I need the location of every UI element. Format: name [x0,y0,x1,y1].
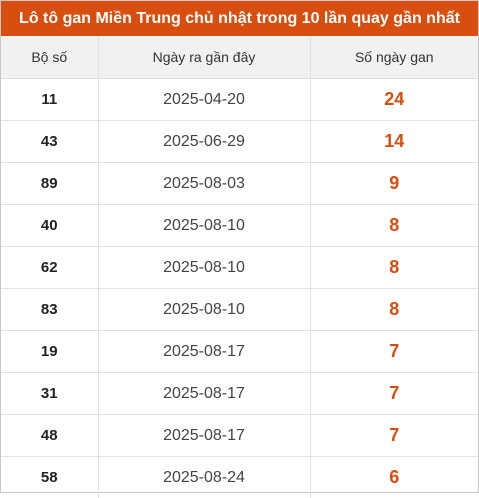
header-days: Số ngày gan [310,36,478,79]
table-row: 40 2025-08-10 8 [1,205,478,247]
cell-number: 19 [1,331,98,373]
cell-last-date: 2025-08-17 [98,331,310,373]
table-row: 83 2025-08-10 8 [1,289,478,331]
cell-days: 24 [310,79,478,121]
cell-number: 89 [1,163,98,205]
cell-last-date: 2025-08-17 [98,415,310,457]
cell-days: 6 [310,457,478,498]
table-row: 31 2025-08-17 7 [1,373,478,415]
cell-last-date: 2025-08-17 [98,373,310,415]
cell-number: 83 [1,289,98,331]
cell-number: 58 [1,457,98,498]
table-title: Lô tô gan Miền Trung chủ nhật trong 10 l… [1,1,478,36]
table-row: 43 2025-06-29 14 [1,121,478,163]
table-row: 89 2025-08-03 9 [1,163,478,205]
table-header-row: Bộ số Ngày ra gần đây Số ngày gan [1,36,478,79]
table-row: 62 2025-08-10 8 [1,247,478,289]
cell-last-date: 2025-08-10 [98,247,310,289]
table-row: 48 2025-08-17 7 [1,415,478,457]
cell-number: 43 [1,121,98,163]
cell-last-date: 2025-04-20 [98,79,310,121]
table-row: 11 2025-04-20 24 [1,79,478,121]
cell-last-date: 2025-08-10 [98,289,310,331]
cell-days: 9 [310,163,478,205]
cell-days: 8 [310,205,478,247]
cell-number: 48 [1,415,98,457]
table-body: 11 2025-04-20 24 43 2025-06-29 14 89 202… [1,79,478,498]
cell-last-date: 2025-08-03 [98,163,310,205]
table-row: 58 2025-08-24 6 [1,457,478,498]
cell-days: 8 [310,289,478,331]
cell-number: 40 [1,205,98,247]
cell-days: 7 [310,331,478,373]
table-row: 19 2025-08-17 7 [1,331,478,373]
cell-last-date: 2025-08-24 [98,457,310,498]
table-header: Bộ số Ngày ra gần đây Số ngày gan [1,36,478,79]
cell-days: 14 [310,121,478,163]
cell-days: 8 [310,247,478,289]
cell-number: 62 [1,247,98,289]
cell-last-date: 2025-06-29 [98,121,310,163]
cell-last-date: 2025-08-10 [98,205,310,247]
lo-gan-table: Bộ số Ngày ra gần đây Số ngày gan 11 202… [1,36,478,498]
cell-days: 7 [310,415,478,457]
header-last-date: Ngày ra gần đây [98,36,310,79]
cell-number: 11 [1,79,98,121]
header-number: Bộ số [1,36,98,79]
cell-number: 31 [1,373,98,415]
cell-days: 7 [310,373,478,415]
